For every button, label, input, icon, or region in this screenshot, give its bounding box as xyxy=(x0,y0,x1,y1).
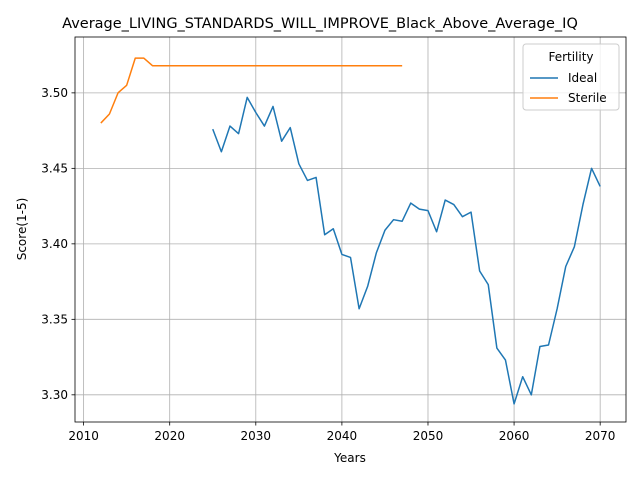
chart-title: Average_LIVING_STANDARDS_WILL_IMPROVE_Bl… xyxy=(62,16,578,32)
series-lines xyxy=(100,57,601,405)
y-tick-label: 3.35 xyxy=(41,312,68,326)
plot-frame xyxy=(74,36,627,423)
x-tick-label: 2050 xyxy=(413,429,444,443)
x-axis-ticks: 2010 2020 2030 2040 2050 2060 2070 xyxy=(68,422,615,443)
series-line-ideal xyxy=(212,96,601,405)
y-axis-ticks: 3.30 3.35 3.40 3.45 3.50 xyxy=(41,86,75,402)
y-tick-label: 3.30 xyxy=(41,388,68,402)
x-axis-label: Years xyxy=(333,451,366,465)
legend: Fertility Ideal Sterile xyxy=(522,43,620,111)
y-tick-label: 3.45 xyxy=(41,161,68,175)
x-tick-label: 2020 xyxy=(154,429,185,443)
y-tick-label: 3.40 xyxy=(41,237,68,251)
legend-label-ideal: Ideal xyxy=(568,71,597,85)
grid xyxy=(75,37,626,422)
legend-label-sterile: Sterile xyxy=(568,91,607,105)
legend-box xyxy=(522,43,620,111)
x-tick-label: 2030 xyxy=(241,429,272,443)
series-line-sterile xyxy=(100,57,403,124)
x-tick-label: 2070 xyxy=(585,429,616,443)
x-tick-label: 2060 xyxy=(499,429,530,443)
y-axis-label: Score(1-5) xyxy=(15,198,29,261)
x-tick-label: 2010 xyxy=(68,429,99,443)
y-tick-label: 3.50 xyxy=(41,86,68,100)
x-tick-label: 2040 xyxy=(327,429,358,443)
legend-title: Fertility xyxy=(548,50,593,64)
